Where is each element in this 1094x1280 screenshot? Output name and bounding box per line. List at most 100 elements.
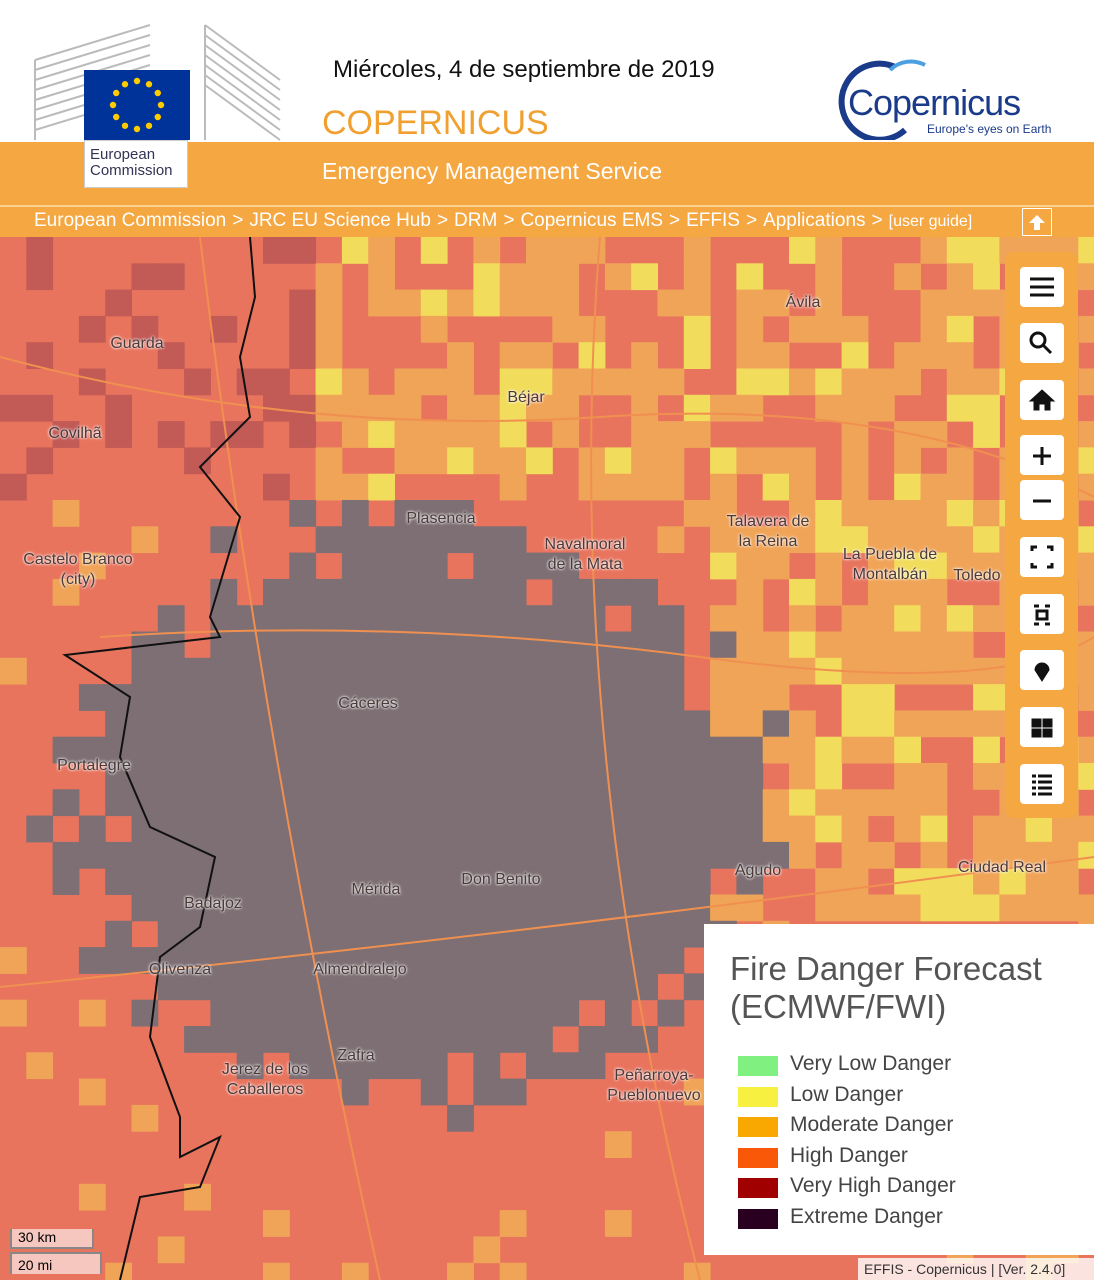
danger-cell [710, 894, 737, 922]
tool-button[interactable] [1020, 537, 1064, 577]
tool-button[interactable] [1020, 594, 1064, 634]
danger-cell [341, 999, 369, 1027]
crumb[interactable]: Applications [763, 210, 866, 231]
tool-button[interactable] [1020, 267, 1064, 307]
danger-cell [26, 1052, 54, 1080]
tool-button[interactable] [1020, 707, 1064, 747]
danger-cell [368, 605, 395, 632]
danger-cell [815, 578, 843, 606]
tool-icon [1032, 774, 1052, 796]
danger-cell [473, 841, 501, 869]
crumb[interactable]: DRM [454, 210, 498, 231]
danger-cell [420, 894, 448, 922]
danger-cell [394, 289, 422, 317]
danger-cell [867, 789, 895, 817]
place-label: Navalmoral de la Mata [544, 536, 626, 573]
danger-cell [762, 684, 790, 711]
crumb[interactable]: European Commission [34, 210, 227, 231]
tool-button[interactable] [1020, 764, 1064, 804]
crumb-separator: > [232, 210, 244, 231]
danger-cell [920, 315, 948, 343]
danger-cell [236, 815, 264, 843]
danger-cell [236, 684, 264, 711]
danger-cell [473, 1236, 501, 1264]
danger-cell [894, 368, 921, 396]
danger-cell [499, 368, 527, 396]
crumb[interactable]: Copernicus EMS [520, 210, 663, 231]
danger-cell [447, 868, 474, 895]
star [121, 122, 129, 129]
danger-cell [841, 394, 869, 422]
danger-cell [473, 947, 501, 974]
crumb[interactable]: JRC EU Science Hub [249, 210, 431, 231]
danger-cell [789, 605, 816, 632]
danger-cell [946, 315, 974, 343]
scroll-top[interactable] [1022, 208, 1052, 236]
danger-cell [157, 736, 185, 764]
danger-cell [105, 841, 132, 869]
danger-cell [473, 578, 501, 606]
danger-cell [289, 500, 317, 527]
border [62, 237, 257, 1280]
danger-cell [289, 999, 317, 1027]
danger-cell [447, 526, 474, 554]
tool-button[interactable] [1020, 650, 1064, 690]
danger-cell [131, 684, 159, 711]
danger-cell [315, 684, 343, 711]
danger-cell [78, 815, 106, 843]
danger-cell [263, 1026, 290, 1053]
danger-cell [631, 815, 658, 843]
danger-cell [1078, 368, 1094, 396]
danger-cell [946, 394, 974, 422]
danger-cell [131, 263, 159, 291]
danger-cell [631, 894, 658, 922]
star [154, 89, 161, 97]
tool-button[interactable] [1020, 480, 1064, 520]
ec-label: European Commission [84, 140, 188, 188]
danger-cell [815, 631, 843, 659]
crumb-separator: > [436, 210, 449, 231]
danger-cell [236, 1026, 264, 1053]
danger-cell [473, 999, 501, 1027]
danger-cell [1078, 684, 1094, 711]
danger-cell [105, 868, 132, 895]
danger-cell [341, 237, 369, 264]
danger-cell [341, 657, 369, 685]
danger-cell [341, 947, 369, 974]
legend-item: Low Danger [738, 1083, 903, 1107]
danger-cell [526, 920, 553, 948]
danger-cell [315, 342, 343, 369]
tool-button[interactable] [1020, 323, 1064, 363]
danger-cell [973, 421, 1000, 448]
copernicus-tagline: Europe's eyes on Earth [927, 122, 1052, 136]
danger-cell [210, 710, 238, 738]
danger-cell [157, 631, 185, 659]
tool-button[interactable] [1020, 380, 1064, 420]
danger-cell [263, 631, 290, 659]
danger-cell [263, 894, 290, 922]
danger-cell [473, 815, 501, 843]
danger-cell [973, 815, 1000, 843]
danger-cell [526, 710, 553, 738]
danger-cell [710, 447, 737, 475]
danger-cell [420, 789, 448, 817]
danger-cell [263, 657, 290, 685]
danger-cell [1078, 526, 1094, 554]
danger-cell [920, 657, 948, 685]
legend-label: Extreme Danger [790, 1205, 943, 1228]
breadcrumb: European Commission > JRC EU Science Hub > D… [34, 210, 972, 232]
danger-cell [420, 605, 448, 632]
danger-cell [131, 736, 159, 764]
tool-button[interactable] [1020, 435, 1064, 475]
user-guide[interactable]: [user guide] [888, 213, 973, 230]
danger-cell [499, 657, 527, 685]
danger-cell [184, 736, 211, 764]
danger-cell [394, 894, 422, 922]
danger-cell [683, 315, 711, 343]
crumb[interactable]: EFFIS [686, 210, 740, 231]
danger-cell [578, 973, 606, 1001]
danger-cell [420, 815, 448, 843]
danger-cell [578, 815, 606, 843]
danger-cell [105, 1262, 132, 1280]
danger-cell [263, 947, 290, 974]
